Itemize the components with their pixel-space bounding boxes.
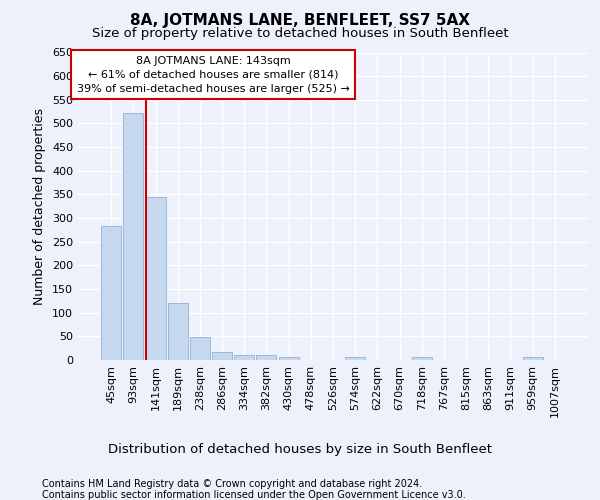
- Text: Contains HM Land Registry data © Crown copyright and database right 2024.: Contains HM Land Registry data © Crown c…: [42, 479, 422, 489]
- Bar: [345, 357, 365, 360]
- Text: 8A JOTMANS LANE: 143sqm
← 61% of detached houses are smaller (814)
39% of semi-d: 8A JOTMANS LANE: 143sqm ← 61% of detache…: [77, 56, 350, 94]
- Text: 8A, JOTMANS LANE, BENFLEET, SS7 5AX: 8A, JOTMANS LANE, BENFLEET, SS7 5AX: [130, 12, 470, 28]
- Text: Contains public sector information licensed under the Open Government Licence v3: Contains public sector information licen…: [42, 490, 466, 500]
- Bar: [101, 226, 121, 360]
- Text: Size of property relative to detached houses in South Benfleet: Size of property relative to detached ho…: [92, 28, 508, 40]
- Bar: [146, 197, 166, 360]
- Bar: [168, 303, 188, 360]
- Bar: [523, 357, 542, 360]
- Bar: [212, 352, 232, 360]
- Bar: [190, 338, 210, 360]
- Bar: [124, 113, 143, 360]
- Bar: [234, 355, 254, 360]
- Y-axis label: Number of detached properties: Number of detached properties: [34, 108, 46, 304]
- Bar: [256, 355, 277, 360]
- Bar: [278, 356, 299, 360]
- Bar: [412, 357, 432, 360]
- Text: Distribution of detached houses by size in South Benfleet: Distribution of detached houses by size …: [108, 442, 492, 456]
